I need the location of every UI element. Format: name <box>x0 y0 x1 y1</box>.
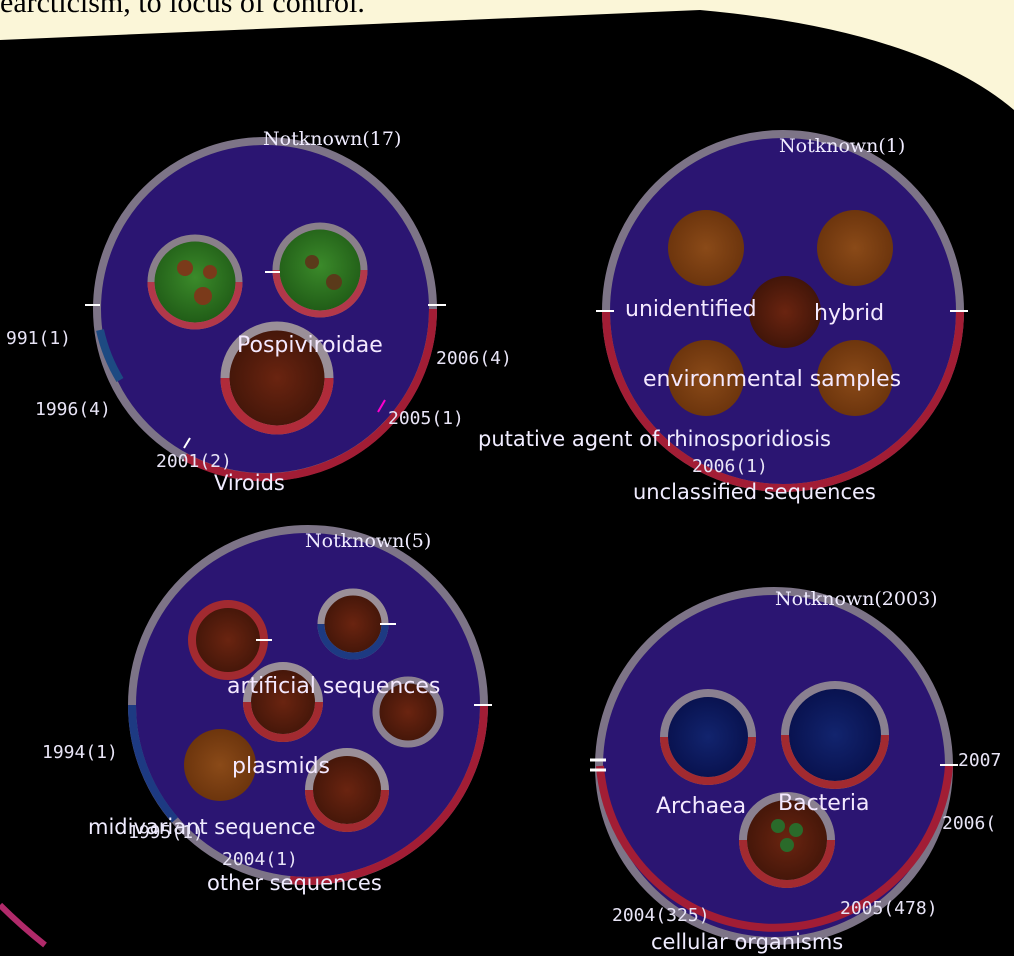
cluster-circle <box>595 587 953 945</box>
child-node[interactable] <box>668 340 744 416</box>
year-label: 1996(4) <box>35 399 111 420</box>
year-label: 2006(1) <box>692 456 768 477</box>
child-node[interactable] <box>184 729 256 801</box>
child-label-bacteria: Bacteria <box>778 791 869 816</box>
year-label: 1994(1) <box>42 742 118 763</box>
caption-text: earcticism, to locus of control. <box>0 0 365 19</box>
child-node[interactable] <box>372 676 444 748</box>
child-label: plasmids <box>232 754 330 779</box>
year-label: 2006(4) <box>436 348 512 369</box>
child-node[interactable] <box>817 210 893 286</box>
cluster-year-ring <box>602 310 964 492</box>
top-label: Notknown(5) <box>305 530 431 552</box>
cluster-title: unclassified sequences <box>633 480 876 504</box>
top-label: Notknown(17) <box>263 128 401 150</box>
child-label: unidentified <box>625 297 757 322</box>
year-label: 2004(1) <box>222 849 298 870</box>
year-label: 2007 <box>958 750 1001 771</box>
cluster-year-ring-blue <box>96 329 124 383</box>
child-label-pospiviroidae: Pospiviroidae <box>237 333 383 358</box>
year-label: 2004(325) <box>612 905 710 926</box>
cluster-title: cellular organisms <box>651 930 843 954</box>
year-label: 2001(2) <box>156 451 232 472</box>
cluster-year-ring-blue <box>128 704 179 823</box>
year-label: 991(1) <box>6 328 71 349</box>
year-label: 2005(1) <box>388 408 464 429</box>
cluster-viroids[interactable]: Notknown(17) Pospiviroidae 991(1) 1996(4… <box>6 128 512 495</box>
bottom-left-arc <box>0 902 47 948</box>
child-label: hybrid <box>814 301 884 326</box>
child-label-archaea: Archaea <box>656 794 746 819</box>
child-node[interactable] <box>668 210 744 286</box>
cluster-other-sequences[interactable]: Notknown(5) artificial sequences plasmid… <box>42 525 492 895</box>
child-node[interactable] <box>817 340 893 416</box>
top-label: Notknown(1) <box>779 135 905 157</box>
cluster-year-ring <box>289 704 488 885</box>
child-label: artificial sequences <box>227 674 440 699</box>
child-node[interactable] <box>188 600 268 680</box>
year-label: 1995(1) <box>128 822 204 843</box>
cluster-cellular-organisms[interactable]: Notknown(2003) Archaea Bacteria 2004(325… <box>590 587 1001 954</box>
cluster-unclassified-sequences[interactable]: Notknown(1) unidentified hybrid environm… <box>478 130 968 504</box>
year-label: 2006( <box>942 813 996 834</box>
child-label: putative agent of rhinosporidiosis <box>478 427 831 451</box>
cluster-title: Viroids <box>214 471 285 495</box>
cluster-year-ring <box>183 308 438 482</box>
child-node[interactable] <box>749 276 821 348</box>
cluster-title: other sequences <box>207 871 382 895</box>
top-label: Notknown(2003) <box>775 588 938 610</box>
child-label: environmental samples <box>643 367 901 392</box>
child-label: midivariant sequence <box>88 815 316 839</box>
year-label: 2005(478) <box>840 898 938 919</box>
cluster-year-ring <box>596 765 953 932</box>
